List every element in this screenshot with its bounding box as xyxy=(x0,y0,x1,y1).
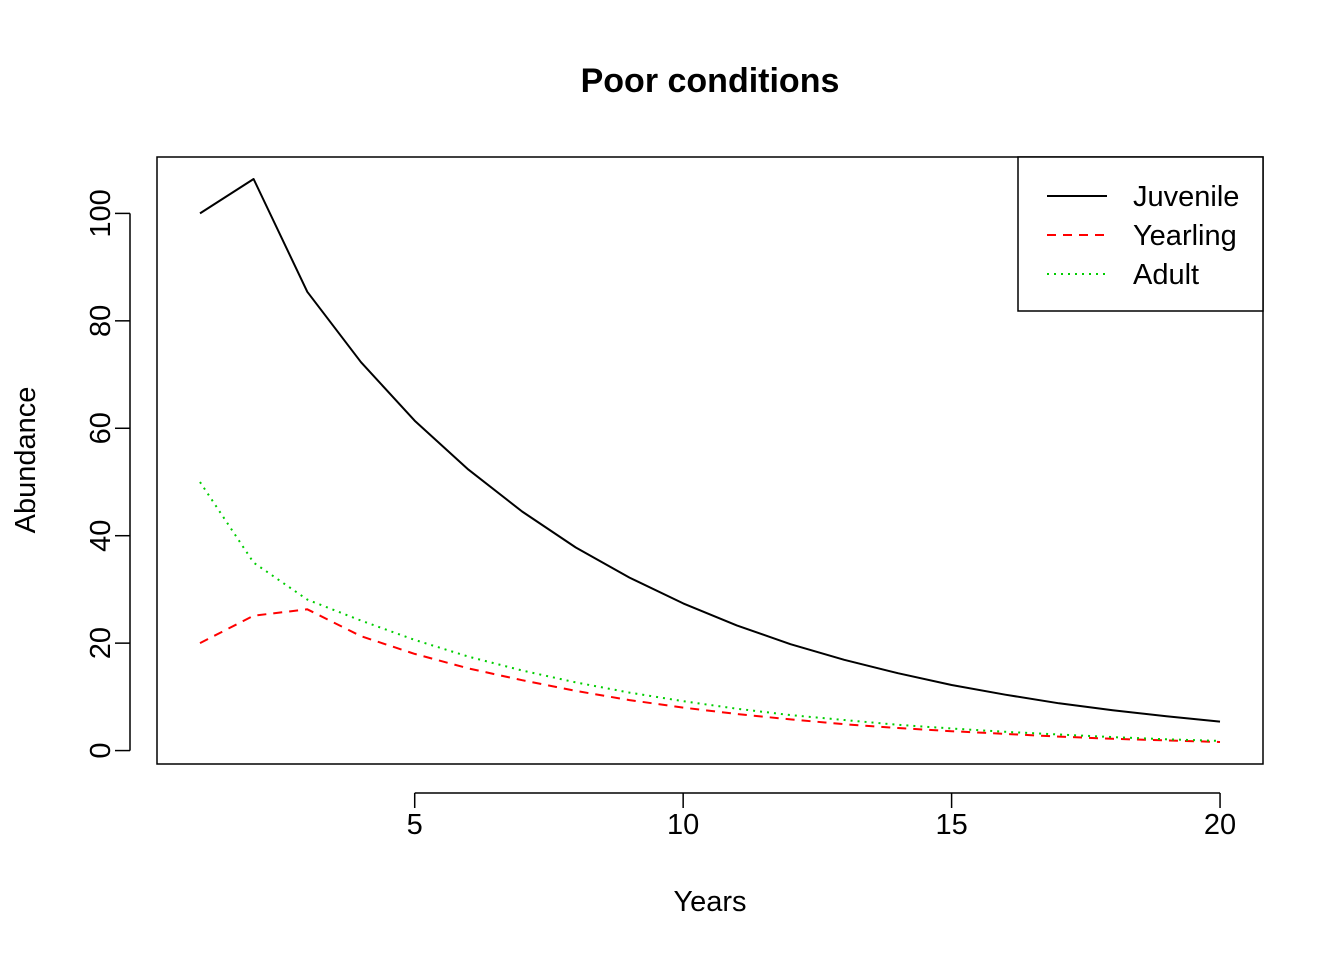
y-tick-label: 20 xyxy=(85,627,117,659)
y-tick-label: 60 xyxy=(85,412,117,444)
y-tick-label: 40 xyxy=(85,520,117,552)
legend: Juvenile Yearling Adult xyxy=(1017,156,1264,312)
series-line-juvenile xyxy=(199,178,1221,723)
chart-title: Poor conditions xyxy=(581,62,840,100)
x-tick-label: 10 xyxy=(667,809,699,841)
legend-box xyxy=(1017,156,1264,312)
y-tick-label: 80 xyxy=(85,305,117,337)
legend-label-juvenile: Juvenile xyxy=(1133,181,1239,213)
y-axis: 0 20 40 60 80 100 xyxy=(85,189,131,759)
series-line-yearling xyxy=(199,608,1221,743)
series-line-adult xyxy=(199,481,1221,742)
x-axis: 5 10 15 20 xyxy=(407,792,1236,841)
legend-label-adult: Adult xyxy=(1133,259,1199,291)
series-layer xyxy=(199,178,1221,743)
y-tick-label: 100 xyxy=(85,189,117,237)
x-tick-label: 20 xyxy=(1204,809,1236,841)
legend-label-yearling: Yearling xyxy=(1133,220,1237,252)
x-axis-label: Years xyxy=(673,886,746,918)
x-tick-label: 5 xyxy=(407,809,423,841)
x-tick-label: 15 xyxy=(935,809,967,841)
plot-frame xyxy=(156,156,1264,765)
y-axis-label: Abundance xyxy=(10,387,42,534)
y-tick-label: 0 xyxy=(85,743,117,759)
